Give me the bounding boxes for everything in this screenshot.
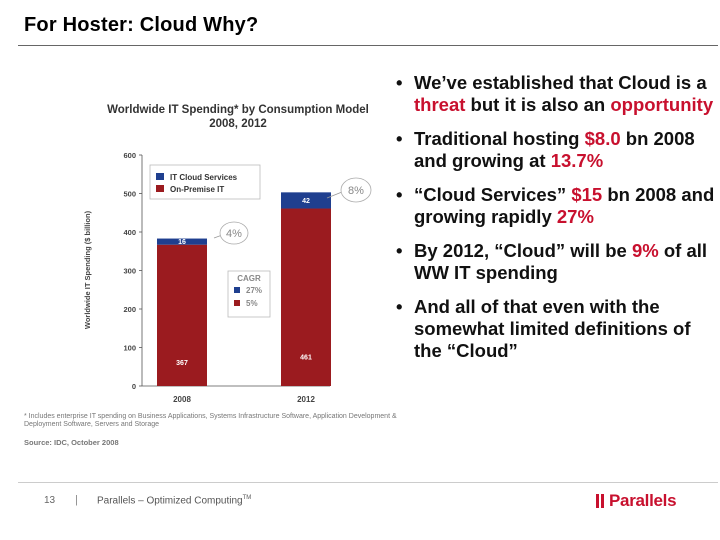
y-tick-label: 600 — [123, 151, 136, 160]
y-tick-label: 100 — [123, 344, 136, 353]
cagr-box: CAGR 27% 5% — [227, 270, 271, 318]
bar-segment — [157, 238, 207, 245]
chart-title-line1: Worldwide IT Spending* by Consumption Mo… — [107, 104, 369, 116]
bar-value-label: 461 — [300, 354, 312, 361]
footer-tagline-text: Parallels – Optimized Computing — [97, 495, 243, 507]
bullet-highlight: 27% — [556, 206, 594, 227]
footer-divider — [18, 482, 718, 483]
bullet-dot-icon: • — [396, 240, 403, 261]
y-tick-label: 400 — [123, 228, 136, 237]
chart-footnote: * Includes enterprise IT spending on Bus… — [24, 413, 397, 428]
y-axis-label: Worldwide IT Spending ($ billion) — [83, 210, 92, 329]
chart-title: Worldwide IT Spending* by Consumption Mo… — [78, 103, 398, 131]
bullet-list: • We’ve established that Cloud is a threa… — [396, 72, 718, 374]
logo-bars-icon — [596, 491, 606, 511]
cagr-cloud-swatch — [234, 287, 240, 293]
bullet-item: • And all of that even with the somewhat … — [396, 296, 718, 362]
bullet-item: • By 2012, “Cloud” will be 9% of all WW I… — [396, 240, 718, 284]
cagr-onprem-value: 5% — [246, 299, 258, 308]
bullet-item: • We’ve established that Cloud is a threa… — [396, 72, 718, 116]
y-tick-label: 500 — [123, 190, 136, 199]
bullet-text: of all WW IT spending — [414, 240, 708, 283]
logo-text: Parallels — [609, 491, 677, 510]
bar-segment — [281, 192, 331, 209]
bar-value-label: 16 — [178, 239, 186, 246]
bullet-dot-icon: • — [396, 72, 403, 93]
bar-value-label: 42 — [302, 198, 310, 205]
callout-2008: 4% — [213, 221, 249, 245]
bullet-dot-icon: • — [396, 184, 403, 205]
y-tick-label: 300 — [123, 267, 136, 276]
slide-title: For Hoster: Cloud Why? — [24, 14, 259, 36]
bullet-highlight: threat — [414, 94, 466, 115]
bullet-text: bn 2008 and growing rapidly — [414, 184, 715, 227]
bar-segment — [281, 208, 331, 386]
legend-swatch-cloud — [156, 173, 164, 180]
chart-source: Source: IDC, October 2008 — [24, 438, 119, 447]
callout-2012: 8% — [326, 177, 372, 203]
bullet-highlight: opportunity — [610, 94, 714, 115]
footer-tagline: Parallels – Optimized ComputingTM — [97, 495, 251, 506]
page-number: 13 — [44, 495, 56, 506]
legend-label-onprem: On-Premise IT — [170, 185, 224, 194]
y-tick-label: 200 — [123, 305, 136, 314]
bullet-item: • Traditional hosting $8.0 bn 2008 and gr… — [396, 128, 718, 172]
bullet-text: And all of that even with the somewhat l… — [414, 296, 691, 361]
trademark-mark: TM — [242, 495, 252, 501]
x-tick-label: 2012 — [297, 395, 315, 404]
bullet-text: Traditional hosting — [414, 128, 585, 149]
callout-2008-label: 4% — [226, 228, 242, 240]
bullet-highlight: 9% — [631, 240, 659, 261]
callout-2012-label: 8% — [348, 185, 364, 197]
chart-title-line2: 2008, 2012 — [209, 118, 267, 130]
cagr-onprem-swatch — [234, 300, 240, 306]
y-tick-label: 0 — [132, 382, 136, 391]
chart-legend: IT Cloud Services On-Premise IT — [149, 164, 261, 200]
parallels-logo: Parallels — [596, 491, 677, 511]
cagr-cloud-value: 27% — [246, 286, 262, 295]
cagr-title: CAGR — [237, 274, 261, 283]
bullet-highlight: $8.0 — [584, 128, 621, 149]
bullet-dot-icon: • — [396, 128, 403, 149]
bar-value-label: 367 — [176, 360, 188, 367]
bullet-text: “Cloud Services” — [414, 184, 572, 205]
footer-separator: | — [75, 494, 78, 506]
bullet-text: bn 2008 and growing at — [414, 128, 695, 171]
bullet-dot-icon: • — [396, 296, 403, 317]
x-tick-label: 2008 — [173, 395, 191, 404]
title-divider — [18, 45, 718, 46]
bullet-text: We’ve established that Cloud is a — [414, 72, 707, 93]
legend-swatch-onprem — [156, 185, 164, 192]
legend-label-cloud: IT Cloud Services — [170, 173, 238, 182]
bullet-highlight: 13.7% — [550, 150, 604, 171]
bullet-text: By 2012, “Cloud” will be — [414, 240, 632, 261]
bullet-highlight: $15 — [571, 184, 603, 205]
bullet-text: but it is also an — [465, 94, 611, 115]
bar-segment — [157, 244, 207, 386]
bullet-item: • “Cloud Services” $15 bn 2008 and growin… — [396, 184, 718, 228]
